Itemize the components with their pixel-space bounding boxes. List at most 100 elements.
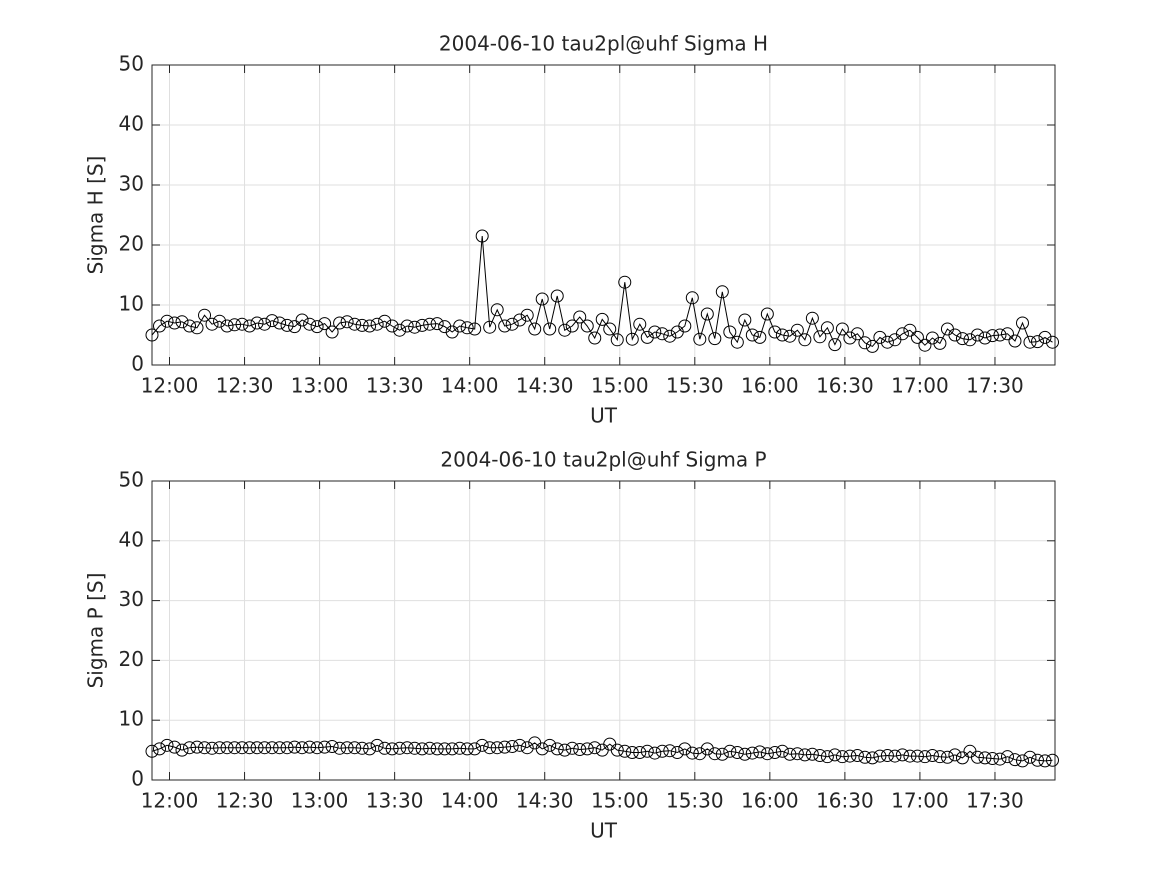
data-point bbox=[955, 751, 969, 765]
data-point bbox=[1023, 335, 1037, 349]
data-point bbox=[1030, 753, 1044, 767]
data-point bbox=[288, 320, 302, 334]
data-point bbox=[235, 741, 249, 755]
data-point bbox=[700, 742, 714, 756]
x-tick-label: 13:00 bbox=[291, 789, 349, 813]
data-point bbox=[685, 291, 699, 305]
data-point bbox=[648, 746, 662, 760]
data-point bbox=[708, 332, 722, 346]
data-point bbox=[580, 742, 594, 756]
data-point bbox=[370, 317, 384, 331]
x-tick-label: 14:00 bbox=[441, 789, 499, 813]
data-point bbox=[453, 741, 467, 755]
x-tick-label: 16:00 bbox=[741, 374, 799, 398]
data-point bbox=[258, 741, 272, 755]
data-point bbox=[993, 328, 1007, 342]
axes-box bbox=[151, 64, 1056, 366]
series-line bbox=[151, 742, 1053, 762]
data-point bbox=[318, 317, 332, 331]
data-point bbox=[588, 741, 602, 755]
data-point bbox=[558, 323, 572, 337]
data-point bbox=[775, 744, 789, 758]
data-point bbox=[483, 741, 497, 755]
data-point bbox=[678, 742, 692, 756]
data-point bbox=[745, 746, 759, 760]
data-point bbox=[168, 740, 182, 754]
data-point bbox=[670, 745, 684, 759]
data-point bbox=[438, 742, 452, 756]
x-axis-label: UT bbox=[590, 819, 618, 843]
x-tick-label: 17:00 bbox=[891, 789, 949, 813]
data-point bbox=[895, 748, 909, 762]
data-point bbox=[985, 329, 999, 343]
data-point bbox=[655, 327, 669, 341]
data-point bbox=[880, 335, 894, 349]
data-point bbox=[250, 741, 264, 755]
data-point bbox=[325, 740, 339, 754]
data-point bbox=[693, 332, 707, 346]
y-tick-label: 50 bbox=[119, 468, 144, 492]
data-point bbox=[393, 323, 407, 337]
data-point bbox=[858, 336, 872, 350]
data-point bbox=[265, 741, 279, 755]
data-point bbox=[355, 318, 369, 332]
data-point bbox=[723, 325, 737, 339]
data-point bbox=[348, 317, 362, 331]
x-tick-label: 17:30 bbox=[966, 789, 1024, 813]
chart-title: 2004-06-10 tau2pl@uhf Sigma P bbox=[440, 448, 766, 472]
data-point bbox=[190, 321, 204, 335]
data-point bbox=[543, 322, 557, 336]
data-point bbox=[295, 741, 309, 755]
data-point bbox=[505, 317, 519, 331]
data-point bbox=[775, 328, 789, 342]
data-point bbox=[415, 742, 429, 756]
data-point bbox=[805, 747, 819, 761]
data-point bbox=[145, 328, 159, 342]
data-point bbox=[565, 741, 579, 755]
x-tick-label: 14:30 bbox=[516, 374, 574, 398]
data-point bbox=[610, 743, 624, 757]
data-point bbox=[768, 745, 782, 759]
data-point bbox=[168, 316, 182, 330]
data-point bbox=[498, 740, 512, 754]
data-point bbox=[1038, 330, 1052, 344]
axes-box bbox=[151, 480, 1056, 781]
data-point bbox=[558, 743, 572, 757]
data-point bbox=[303, 317, 317, 331]
data-point bbox=[183, 741, 197, 755]
data-point bbox=[738, 747, 752, 761]
data-point bbox=[978, 751, 992, 765]
data-point bbox=[1000, 750, 1014, 764]
data-point bbox=[265, 314, 279, 328]
data-point bbox=[813, 748, 827, 762]
data-point bbox=[408, 741, 422, 755]
data-point bbox=[400, 319, 414, 333]
data-point bbox=[730, 335, 744, 349]
data-point bbox=[355, 741, 369, 755]
data-point bbox=[715, 285, 729, 299]
data-point bbox=[243, 319, 257, 333]
data-point bbox=[963, 333, 977, 347]
data-point bbox=[573, 310, 587, 324]
x-tick-label: 17:00 bbox=[891, 374, 949, 398]
data-point bbox=[580, 319, 594, 333]
data-point bbox=[618, 744, 632, 758]
data-point bbox=[565, 319, 579, 333]
data-point bbox=[550, 289, 564, 303]
x-tick-label: 13:30 bbox=[366, 789, 424, 813]
data-point bbox=[760, 747, 774, 761]
x-tick-label: 17:30 bbox=[966, 374, 1024, 398]
x-tick-label: 15:00 bbox=[591, 789, 649, 813]
data-point bbox=[753, 745, 767, 759]
y-tick-label: 30 bbox=[119, 172, 144, 196]
x-tick-label: 12:30 bbox=[216, 789, 274, 813]
data-point bbox=[715, 747, 729, 761]
data-point bbox=[648, 325, 662, 339]
plot-area bbox=[152, 65, 1055, 365]
data-point bbox=[423, 317, 437, 331]
data-point bbox=[153, 742, 167, 756]
data-point bbox=[1000, 327, 1014, 341]
data-point bbox=[228, 318, 242, 332]
data-point bbox=[888, 749, 902, 763]
data-point bbox=[280, 318, 294, 332]
